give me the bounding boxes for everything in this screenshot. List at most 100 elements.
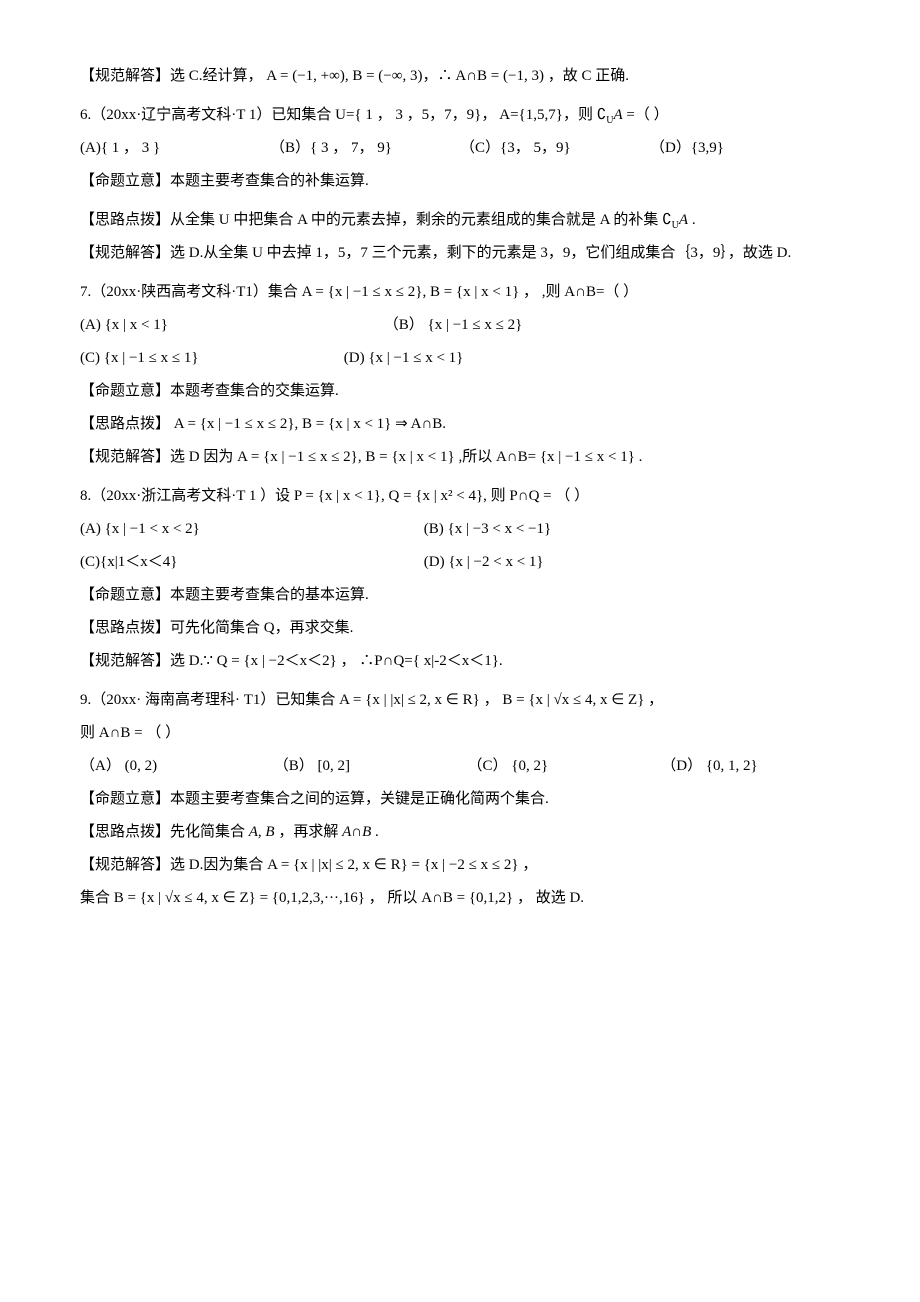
q7-hint: 【思路点拨】 A = {x | −1 ≤ x ≤ 2}, B = {x | x …: [80, 408, 840, 441]
q7-opt-b-prefix: （B）: [384, 317, 424, 333]
q9-stem-a: 9.（20xx· 海南高考理科· T1）已知集合: [80, 692, 335, 708]
q7-opt-a-prefix: (A): [80, 317, 105, 333]
q8-intent: 【命题立意】本题主要考查集合的基本运算.: [80, 579, 840, 612]
q8-opt-a-formula: {x | −1 < x < 2}: [105, 521, 200, 537]
q9-sol-d: ， 所以: [369, 890, 418, 906]
q6-options: (A){ 1 ， 3 } （B）{ 3 ， 7， 9} （C）{3， 5，9} …: [80, 132, 840, 165]
q8-opt-d: (D) {x | −2 < x < 1}: [424, 554, 544, 570]
q7-sol-f1: A = {x | −1 ≤ x ≤ 2}, B = {x | x < 1}: [237, 449, 458, 465]
q7-options-row1: (A) {x | x < 1} （B） {x | −1 ≤ x ≤ 2}: [80, 309, 840, 342]
q9-sol-fA: A = {x | |x| ≤ 2, x ∈ R} = {x | −2 ≤ x ≤…: [267, 857, 522, 873]
q9-opt-c: （C） {0, 2}: [468, 750, 658, 783]
q9-hint: 【思路点拨】先化简集合 A, B ，再求解 A∩B .: [80, 816, 840, 849]
q9-opt-a: （A） (0, 2): [80, 750, 270, 783]
q9-opt-a-formula: (0, 2): [125, 758, 158, 774]
complement-symbol: ∁UA: [597, 107, 627, 123]
q7-opt-b: （B） {x | −1 ≤ x ≤ 2}: [384, 317, 523, 333]
q9-opt-d: （D） {0, 1, 2}: [661, 750, 758, 783]
q8-options-row2: (C){x|1＜x＜4} (D) {x | −2 < x < 1}: [80, 546, 840, 579]
complement-c: ∁: [597, 107, 607, 123]
q9-stem-comma: ，: [484, 692, 503, 708]
q6-stem-a: 6.（20xx·辽宁高考文科·T 1）已知集合 U={ 1 ， 3 ，5，7，9…: [80, 107, 593, 123]
q9-stem-d: （ ）: [146, 725, 180, 741]
complement-c-2: ∁: [662, 212, 672, 228]
q6-hint-b: .: [692, 212, 696, 228]
q8-hint: 【思路点拨】可先化简集合 Q，再求交集.: [80, 612, 840, 645]
q7-sol-b: ,所以 A∩B=: [458, 449, 539, 465]
q9-hint-ab: A, B: [249, 824, 279, 840]
q9-sol-line1: 【规范解答】选 D.因为集合 A = {x | |x| ≤ 2, x ∈ R} …: [80, 849, 840, 882]
q7-stem-formula: A = {x | −1 ≤ x ≤ 2}, B = {x | x < 1}: [302, 284, 520, 300]
q9-stem-ab: A∩B =: [99, 725, 147, 741]
q9-sol-e: ， 故选 D.: [517, 890, 584, 906]
q9-hint-b: ，再求解: [278, 824, 338, 840]
q8-opt-b: (B) {x | −3 < x < −1}: [424, 521, 552, 537]
q5-solution: 【规范解答】选 C.经计算， A = (−1, +∞), B = (−∞, 3)…: [80, 60, 840, 93]
q7-options-row2: (C) {x | −1 ≤ x ≤ 1} (D) {x | −1 ≤ x < 1…: [80, 342, 840, 375]
q8-solution: 【规范解答】选 D.∵ Q = {x | −2＜x＜2} ， ∴P∩Q={ x|…: [80, 645, 840, 678]
q9-opt-c-formula: {0, 2}: [511, 758, 548, 774]
q6-intent: 【命题立意】本题主要考查集合的补集运算.: [80, 165, 840, 198]
q9-intent: 【命题立意】本题主要考查集合之间的运算，关键是正确化简两个集合.: [80, 783, 840, 816]
q9-stem-line2: 则 A∩B = （ ）: [80, 717, 840, 750]
q7-stem-a: 7.（20xx·陕西高考文科·T1）集合: [80, 284, 298, 300]
q9-opt-c-prefix: （C）: [468, 758, 508, 774]
q8-stem-c: （ ）: [555, 488, 589, 504]
q7-opt-c-prefix: (C): [80, 350, 104, 366]
q9-options: （A） (0, 2) （B） [0, 2] （C） {0, 2} （D） {0,…: [80, 750, 840, 783]
q8-opt-d-formula: {x | −2 < x < 1}: [448, 554, 543, 570]
q6-stem-b: =（ ）: [626, 107, 668, 123]
q6-hint: 【思路点拨】从全集 U 中把集合 A 中的元素去掉，剩余的元素组成的集合就是 A…: [80, 204, 840, 237]
q7-hint-b: ⇒ A∩B.: [395, 416, 446, 432]
q8-stem-formula: P = {x | x < 1}, Q = {x | x² < 4},: [294, 488, 491, 504]
q7-intent: 【命题立意】本题考查集合的交集运算.: [80, 375, 840, 408]
q9-stem-line1: 9.（20xx· 海南高考理科· T1）已知集合 A = {x | |x| ≤ …: [80, 684, 840, 717]
q9-opt-d-formula: {0, 1, 2}: [706, 758, 758, 774]
q7-solution: 【规范解答】选 D 因为 A = {x | −1 ≤ x ≤ 2}, B = {…: [80, 441, 840, 474]
q7-sol-a: 【规范解答】选 D 因为: [80, 449, 233, 465]
q8-options-row1: (A) {x | −1 < x < 2} (B) {x | −3 < x < −…: [80, 513, 840, 546]
q9-opt-b: （B） [0, 2]: [274, 750, 464, 783]
q8-stem: 8.（20xx·浙江高考文科·T 1 ）设 P = {x | x < 1}, Q…: [80, 480, 840, 513]
q8-opt-b-prefix: (B): [424, 521, 444, 537]
q8-opt-d-prefix: (D): [424, 554, 445, 570]
q6-opt-d: （D）{3,9}: [650, 132, 840, 165]
q8-stem-b: 则: [491, 488, 510, 504]
q6-solution: 【规范解答】选 D.从全集 U 中去掉 1，5，7 三个元素，剩下的元素是 3，…: [80, 237, 840, 270]
complement-a-2: A: [679, 212, 688, 228]
q8-sol-b: ， ∴P∩Q={ x|-2＜x＜1}.: [341, 653, 503, 669]
q7-opt-b-formula: {x | −1 ≤ x ≤ 2}: [428, 317, 523, 333]
q5-sol-formula: A = (−1, +∞), B = (−∞, 3)，∴ A∩B = (−1, 3…: [266, 68, 547, 84]
q9-opt-b-prefix: （B）: [274, 758, 314, 774]
q7-sol-c: .: [639, 449, 643, 465]
q8-sol-a: 【规范解答】选 D.∵: [80, 653, 213, 669]
q6-hint-a: 【思路点拨】从全集 U 中把集合 A 中的元素去掉，剩余的元素组成的集合就是 A…: [80, 212, 658, 228]
q9-stem-fA: A = {x | |x| ≤ 2, x ∈ R}: [339, 692, 483, 708]
q9-sol-a: 【规范解答】选 D.因为集合: [80, 857, 263, 873]
q9-opt-a-prefix: （A）: [80, 758, 121, 774]
q7-hint-formula: A = {x | −1 ≤ x ≤ 2}, B = {x | x < 1}: [174, 416, 395, 432]
q6-opt-a: (A){ 1 ， 3 }: [80, 132, 270, 165]
q9-stem-fB: B = {x | √x ≤ 4, x ∈ Z}: [502, 692, 648, 708]
q8-stem-a: 8.（20xx·浙江高考文科·T 1 ）设: [80, 488, 290, 504]
q6-stem: 6.（20xx·辽宁高考文科·T 1）已知集合 U={ 1 ， 3 ，5，7，9…: [80, 99, 840, 132]
q8-stem-pq: P∩Q =: [509, 488, 555, 504]
q7-opt-c-formula: {x | −1 ≤ x ≤ 1}: [104, 350, 199, 366]
q9-opt-d-prefix: （D）: [661, 758, 702, 774]
q9-sol-line2: 集合 B = {x | √x ≤ 4, x ∈ Z} = {0,1,2,3,··…: [80, 882, 840, 915]
q7-stem: 7.（20xx·陕西高考文科·T1）集合 A = {x | −1 ≤ x ≤ 2…: [80, 276, 840, 309]
q8-opt-c: (C){x|1＜x＜4}: [80, 546, 420, 579]
q9-sol-fAB: A∩B = {0,1,2}: [421, 890, 517, 906]
q7-opt-d: (D) {x | −1 ≤ x < 1}: [344, 350, 464, 366]
q9-hint-c: .: [375, 824, 379, 840]
q9-opt-b-formula: [0, 2]: [318, 758, 351, 774]
q7-sol-f2: {x | −1 ≤ x < 1}: [540, 449, 635, 465]
q5-sol-suffix: ，故 C 正确.: [548, 68, 629, 84]
q9-hint-a: 【思路点拨】先化简集合: [80, 824, 245, 840]
q8-sol-formula: Q = {x | −2＜x＜2}: [217, 653, 337, 669]
q9-hint-ab2: A∩B: [342, 824, 375, 840]
q8-opt-b-formula: {x | −3 < x < −1}: [448, 521, 552, 537]
q7-hint-a: 【思路点拨】: [80, 416, 170, 432]
complement-u-2: U: [672, 220, 679, 231]
q7-opt-a-formula: {x | x < 1}: [105, 317, 168, 333]
